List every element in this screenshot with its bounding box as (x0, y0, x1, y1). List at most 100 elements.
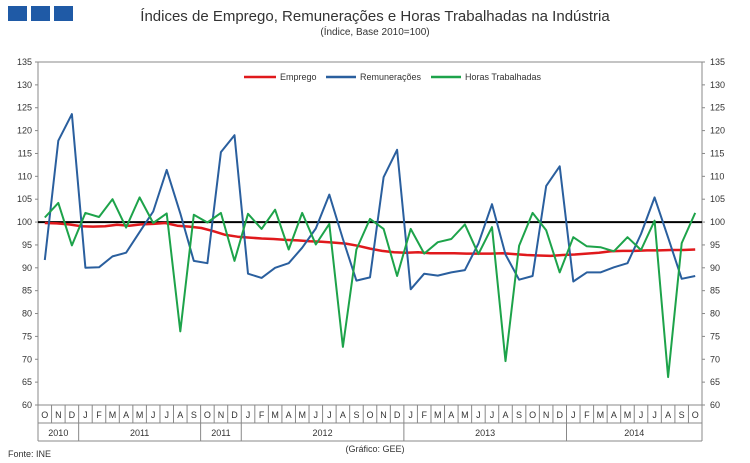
left-axis-tick-label: 75 (22, 331, 32, 341)
left-axis-tick-label: 95 (22, 240, 32, 250)
logo-block (54, 6, 73, 21)
month-label: D (69, 410, 76, 420)
month-label: J (246, 410, 251, 420)
right-axis-tick-label: 100 (710, 217, 725, 227)
left-axis-tick-label: 100 (17, 217, 32, 227)
month-label: J (408, 410, 413, 420)
month-label: M (271, 410, 279, 420)
right-axis-tick-label: 130 (710, 80, 725, 90)
right-axis-tick-label: 75 (710, 331, 720, 341)
month-label: J (314, 410, 319, 420)
month-label: O (692, 410, 699, 420)
month-label: M (136, 410, 144, 420)
month-label: J (652, 410, 657, 420)
right-axis-tick-label: 105 (710, 194, 725, 204)
right-axis-tick-label: 95 (710, 240, 720, 250)
left-axis-tick-label: 65 (22, 377, 32, 387)
month-label: S (516, 410, 522, 420)
month-label: N (380, 410, 387, 420)
month-label: J (327, 410, 332, 420)
month-label: M (461, 410, 469, 420)
year-label: 2014 (624, 428, 644, 438)
year-label: 2012 (313, 428, 333, 438)
month-label: J (83, 410, 88, 420)
month-label: A (611, 410, 617, 420)
month-label: D (394, 410, 401, 420)
year-label: 2010 (48, 428, 68, 438)
legend-label: Horas Trabalhadas (465, 72, 542, 82)
legend-label: Remunerações (360, 72, 422, 82)
chart-title: Índices de Emprego, Remunerações e Horas… (140, 8, 610, 25)
right-axis-tick-label: 120 (710, 126, 725, 136)
month-label: J (151, 410, 156, 420)
right-axis-tick-label: 135 (710, 57, 725, 67)
year-label: 2013 (475, 428, 495, 438)
month-label: F (96, 410, 102, 420)
month-label: O (366, 410, 373, 420)
month-label: J (476, 410, 481, 420)
month-label: M (624, 410, 632, 420)
left-axis-tick-label: 135 (17, 57, 32, 67)
left-axis-tick-label: 110 (18, 171, 32, 181)
month-label: O (204, 410, 211, 420)
right-axis-tick-label: 125 (710, 103, 725, 113)
year-label: 2011 (130, 428, 149, 438)
left-axis-tick-label: 125 (17, 103, 32, 113)
month-label: A (448, 410, 454, 420)
right-axis-tick-label: 115 (710, 148, 724, 158)
logo-block (8, 6, 27, 21)
left-axis-tick-label: 60 (22, 400, 32, 410)
source-note: Fonte: INE (8, 449, 52, 459)
month-label: J (164, 410, 169, 420)
month-label: N (55, 410, 62, 420)
month-label: J (639, 410, 644, 420)
month-label: S (353, 410, 359, 420)
month-label: S (191, 410, 197, 420)
left-axis-tick-label: 90 (22, 263, 32, 273)
month-label: S (679, 410, 685, 420)
month-label: A (665, 410, 671, 420)
plot-area (37, 61, 703, 406)
month-label: A (123, 410, 129, 420)
month-label: O (41, 410, 48, 420)
right-axis-tick-label: 85 (710, 286, 720, 296)
month-label: O (529, 410, 536, 420)
month-label: F (584, 410, 590, 420)
left-axis-tick-label: 80 (22, 309, 32, 319)
right-axis-tick-label: 90 (710, 263, 720, 273)
month-label: M (597, 410, 605, 420)
left-axis-tick-label: 105 (17, 194, 32, 204)
month-label: A (503, 410, 509, 420)
left-axis-tick-label: 120 (17, 126, 32, 136)
month-label: D (556, 410, 563, 420)
right-axis-tick-label: 65 (710, 377, 720, 387)
month-label: A (177, 410, 183, 420)
right-axis-tick-label: 110 (710, 171, 724, 181)
legend-label: Emprego (280, 72, 317, 82)
left-axis-tick-label: 115 (18, 148, 32, 158)
left-axis-tick-label: 70 (22, 354, 32, 364)
month-label: M (109, 410, 117, 420)
right-axis-tick-label: 80 (710, 309, 720, 319)
right-axis-tick-label: 70 (710, 354, 720, 364)
month-label: A (340, 410, 346, 420)
month-label: M (434, 410, 442, 420)
series-line-remuneracoes (43, 113, 696, 291)
month-label: F (259, 410, 265, 420)
month-label: N (218, 410, 225, 420)
logo-block (31, 6, 50, 21)
chart-subtitle: (Índice, Base 2010=100) (320, 27, 430, 38)
left-axis-tick-label: 85 (22, 286, 32, 296)
year-label: 2011 (211, 428, 230, 438)
month-label: A (286, 410, 292, 420)
month-label: N (543, 410, 550, 420)
month-label: F (421, 410, 427, 420)
month-label: J (571, 410, 576, 420)
left-axis-tick-label: 130 (17, 80, 32, 90)
chart-credit: (Gráfico: GEE) (345, 444, 405, 454)
right-axis-tick-label: 60 (710, 400, 720, 410)
month-label: D (231, 410, 238, 420)
series-line-horas-trabalhadas (44, 196, 697, 379)
ine-logo (8, 6, 73, 21)
